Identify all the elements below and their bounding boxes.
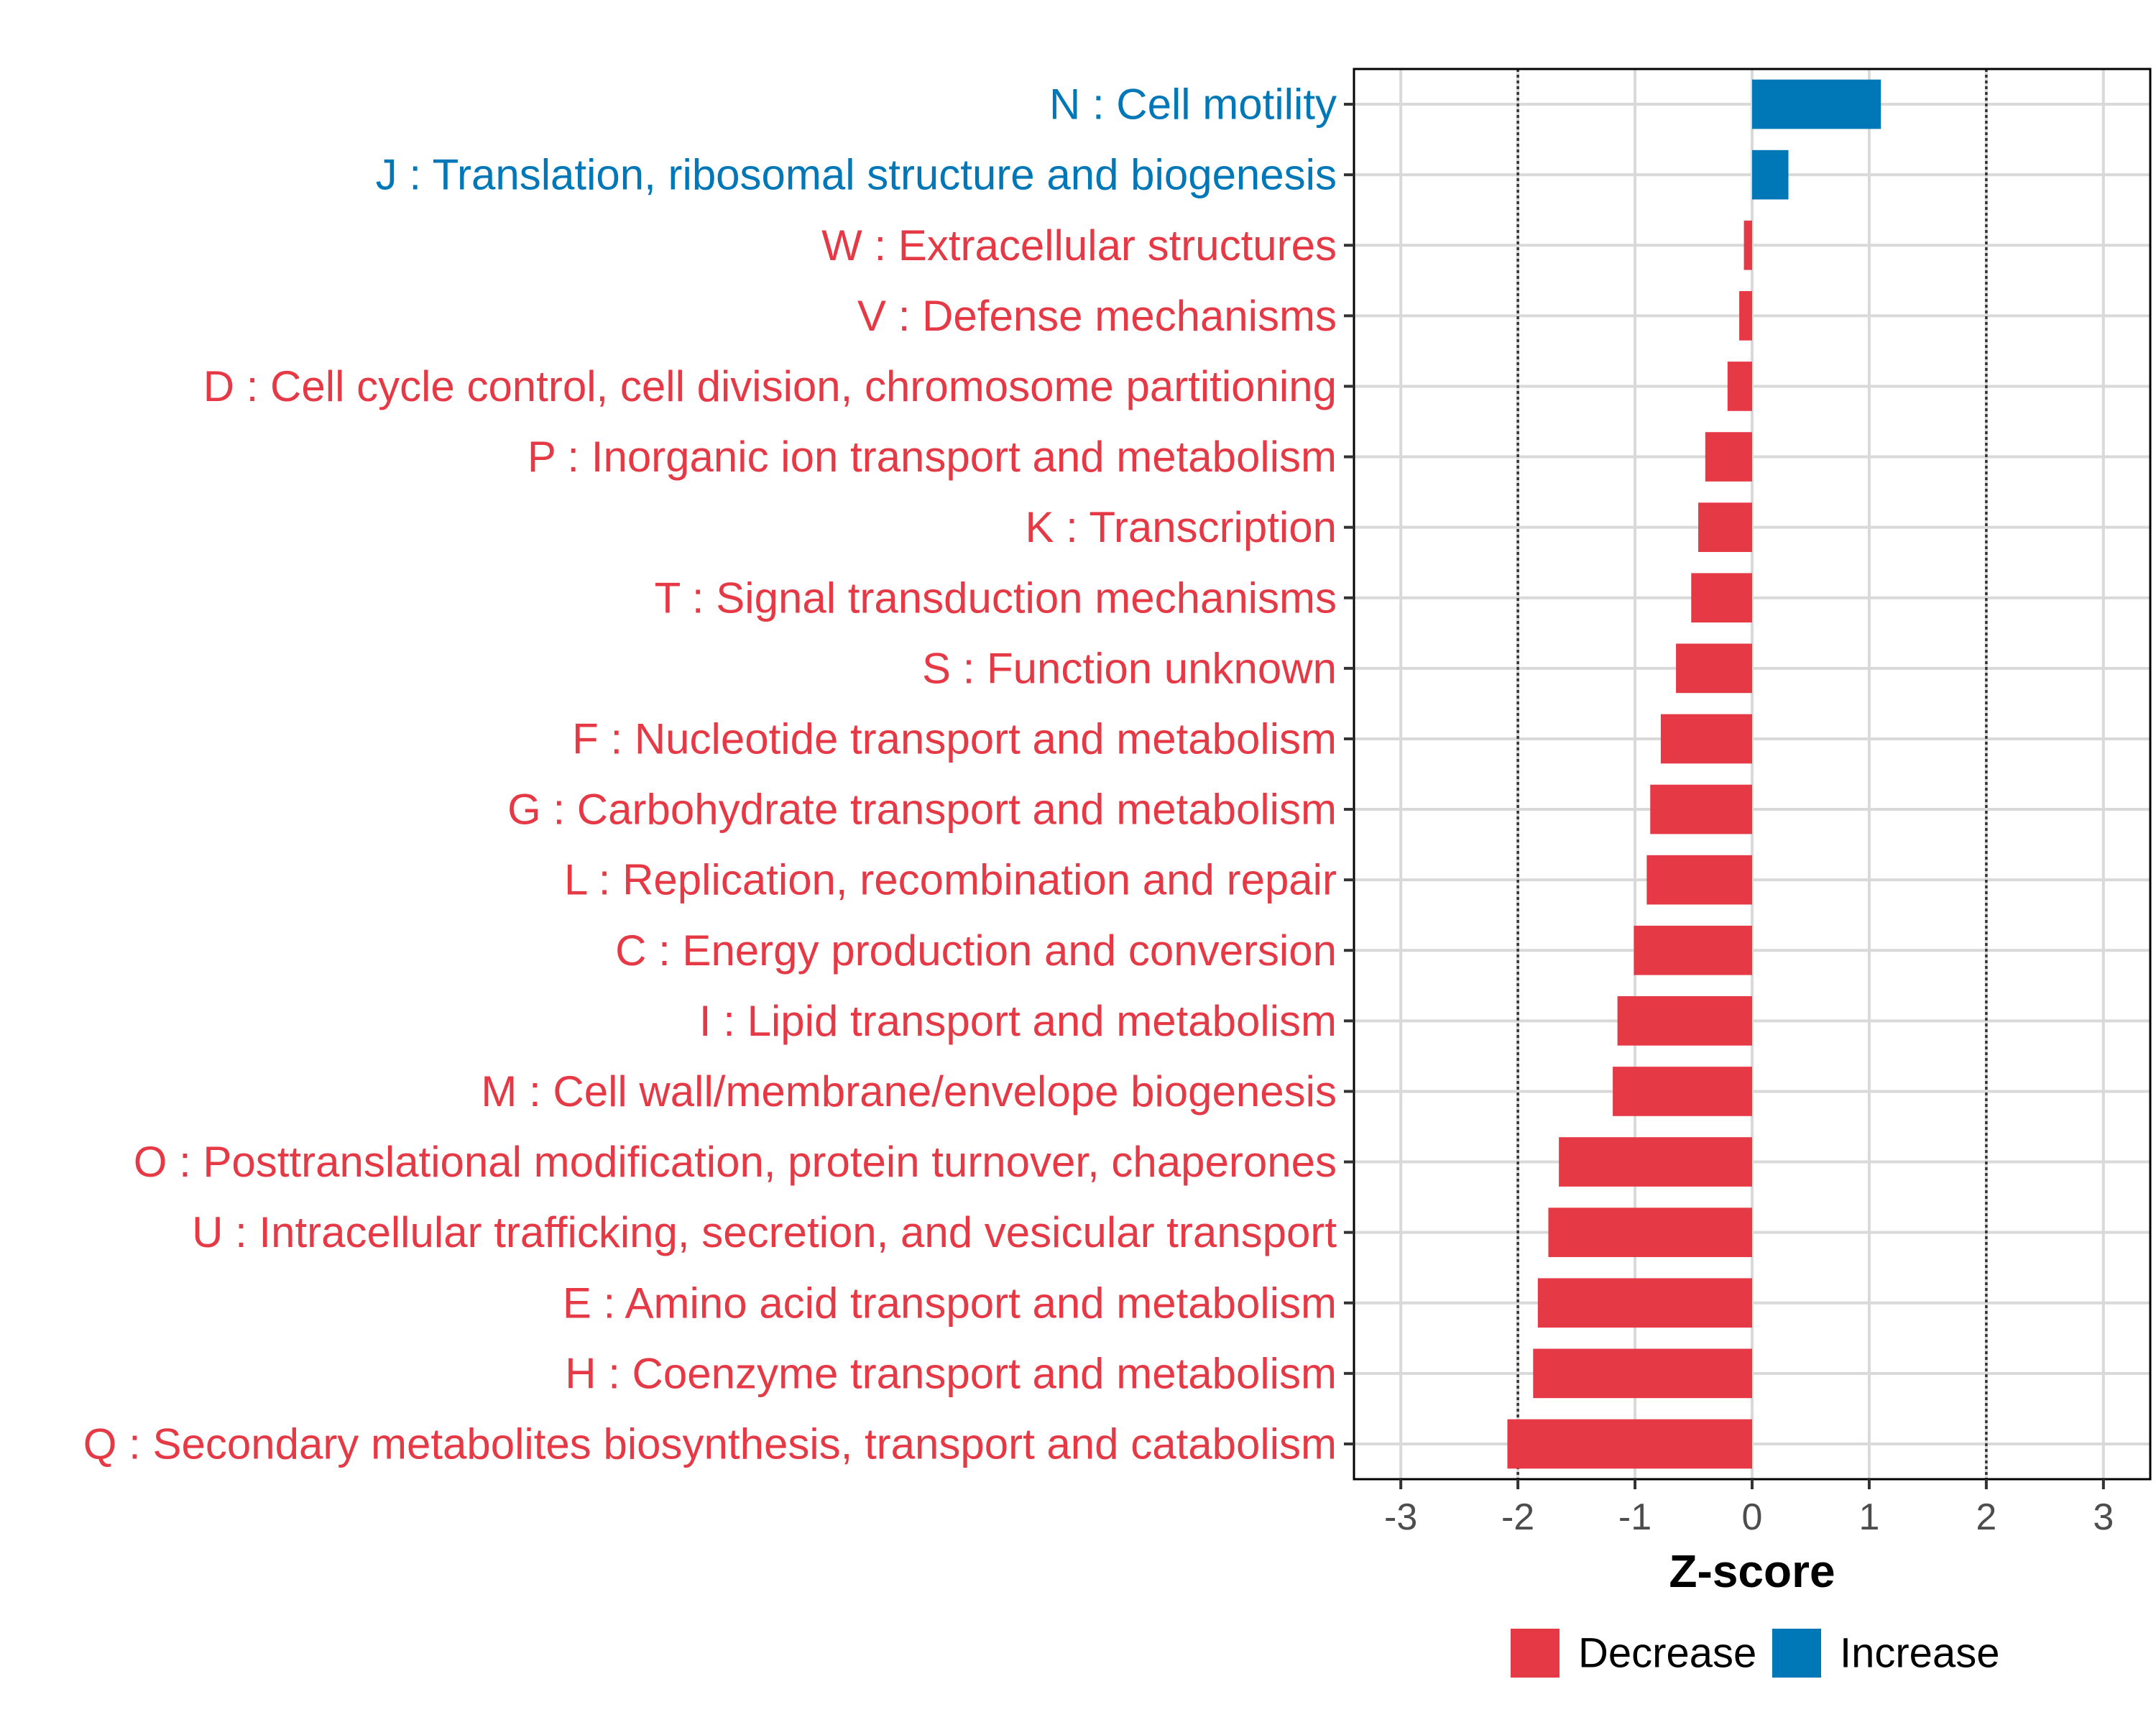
bar-v [1739, 291, 1752, 341]
reference-lines [1516, 69, 1988, 1479]
category-label: E : Amino acid transport and metabolism [563, 1279, 1337, 1327]
x-axis-ticks: -3 -2 -1 0 1 2 3 [1384, 1479, 2114, 1538]
category-label: V : Defense mechanisms [857, 292, 1337, 340]
bar-p [1705, 432, 1752, 482]
category-label: J : Translation, ribosomal structure and… [376, 151, 1337, 199]
bar-n [1752, 79, 1881, 129]
x-tick-label: 3 [2093, 1496, 2114, 1538]
category-label: S : Function unknown [922, 644, 1337, 692]
category-label: Q : Secondary metabolites biosynthesis, … [83, 1420, 1337, 1468]
x-tick-label: -2 [1501, 1496, 1534, 1538]
x-tick-label: 1 [1858, 1496, 1879, 1538]
bar-o [1559, 1137, 1752, 1187]
category-label: U : Intracellular trafficking, secretion… [192, 1208, 1337, 1256]
bar-j [1752, 150, 1789, 200]
bar-i [1617, 996, 1752, 1046]
category-label: T : Signal transduction mechanisms [655, 574, 1337, 622]
bar-k [1698, 502, 1752, 552]
category-label: N : Cell motility [1049, 80, 1337, 129]
category-label: W : Extracellular structures [821, 221, 1337, 270]
legend-swatch-increase [1772, 1629, 1821, 1678]
legend-swatch-decrease [1511, 1629, 1560, 1678]
bar-q [1507, 1419, 1752, 1469]
bar-d [1727, 362, 1752, 411]
category-label: G : Carbohydrate transport and metabolis… [507, 786, 1337, 834]
category-label: C : Energy production and conversion [615, 926, 1337, 975]
category-label: F : Nucleotide transport and metabolism [572, 714, 1337, 763]
bar-e [1537, 1278, 1752, 1328]
category-labels: N : Cell motility J : Translation, riboso… [83, 80, 1337, 1468]
bar-s [1676, 643, 1752, 694]
x-axis-title: Z-score [1669, 1545, 1835, 1597]
x-tick-label: -3 [1384, 1496, 1417, 1538]
bar-m [1613, 1067, 1752, 1116]
category-label: L : Replication, recombination and repai… [564, 856, 1337, 904]
category-label: I : Lipid transport and metabolism [699, 997, 1337, 1045]
x-tick-label: 0 [1742, 1496, 1763, 1538]
bars [1507, 79, 1881, 1469]
y-axis-ticks [1344, 103, 1354, 1445]
category-label: P : Inorganic ion transport and metaboli… [528, 433, 1337, 481]
bar-f [1660, 714, 1752, 764]
bar-g [1650, 784, 1752, 834]
bar-t [1691, 573, 1752, 623]
bar-h [1533, 1348, 1752, 1399]
bar-l [1646, 855, 1752, 905]
legend-label-increase: Increase [1840, 1630, 1999, 1677]
category-label: H : Coenzyme transport and metabolism [565, 1349, 1337, 1397]
bar-c [1634, 925, 1752, 975]
x-tick-label: 2 [1976, 1496, 1996, 1538]
bar-u [1548, 1208, 1752, 1257]
category-label: O : Posttranslational modification, prot… [134, 1138, 1337, 1186]
x-tick-label: -1 [1618, 1496, 1651, 1538]
category-label: D : Cell cycle control, cell division, c… [203, 362, 1337, 410]
grid-layer [1354, 69, 2150, 1479]
bar-w [1743, 220, 1752, 270]
legend: Decrease Increase [1511, 1629, 1999, 1678]
legend-label-decrease: Decrease [1578, 1630, 1756, 1677]
category-label: K : Transcription [1025, 503, 1337, 551]
category-label: M : Cell wall/membrane/envelope biogenes… [481, 1067, 1337, 1116]
